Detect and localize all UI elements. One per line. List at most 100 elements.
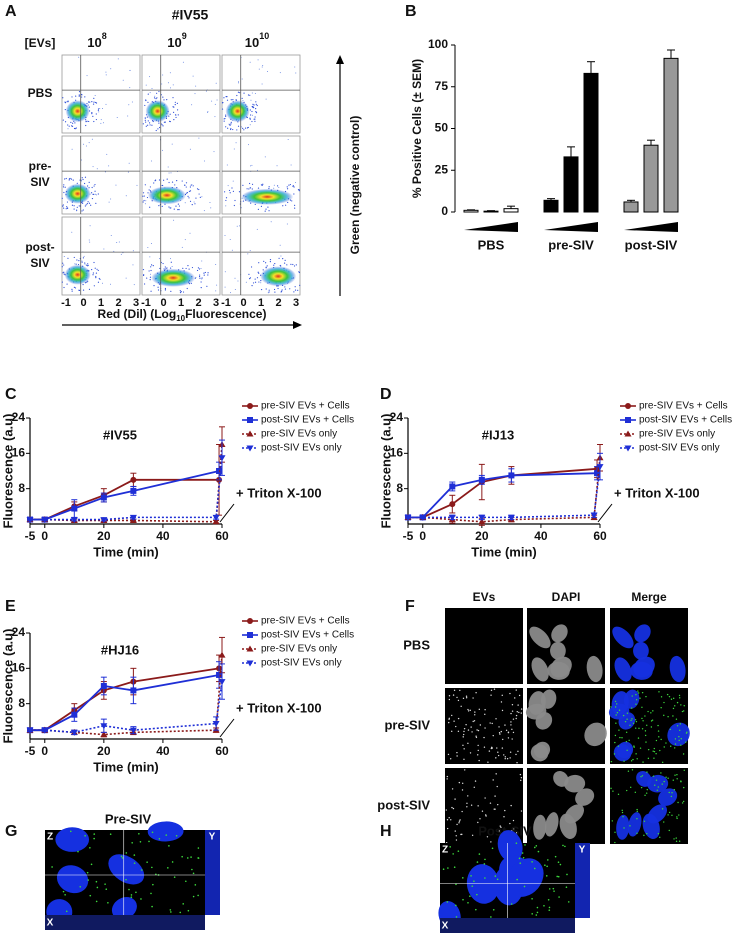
flow-event: [91, 101, 93, 103]
flow-event: [155, 129, 157, 132]
flow-event: [153, 182, 155, 184]
ev-spot: [130, 896, 133, 898]
flow-event: [184, 239, 186, 241]
ev-spot: [548, 909, 551, 911]
flow-event: [254, 118, 256, 120]
ev-spot: [87, 879, 90, 881]
ev-spot: [505, 729, 508, 731]
ev-spot: [626, 718, 628, 720]
flow-event: [251, 164, 253, 166]
ev-spot: [447, 753, 450, 756]
ev-spot: [515, 717, 517, 720]
flow-event: [97, 108, 100, 110]
nucleus: [497, 830, 523, 863]
group-label: PBS: [478, 237, 505, 252]
x-axis-label: Time (min): [93, 544, 159, 559]
flow-event: [169, 207, 171, 209]
flow-event: [63, 273, 65, 275]
row-label: post-: [25, 240, 54, 254]
flow-event: [258, 281, 260, 283]
flow-event: [224, 271, 226, 273]
y-tick-label: 50: [435, 121, 449, 135]
marker: [404, 514, 412, 521]
ev-spot: [120, 855, 123, 858]
marker: [71, 711, 78, 718]
ev-spot: [521, 852, 524, 854]
flow-event: [224, 234, 226, 236]
nucleus: [111, 897, 137, 920]
ev-spot: [611, 820, 614, 822]
ev-spot: [133, 862, 136, 864]
flow-event: [147, 247, 149, 249]
flow-event: [95, 277, 97, 279]
flow-event: [92, 103, 95, 105]
ev-spot: [657, 786, 660, 788]
flow-event: [225, 114, 227, 116]
ev-spot: [483, 863, 486, 865]
flow-event: [161, 149, 163, 151]
flow-event: [232, 128, 234, 131]
flow-event: [98, 111, 100, 113]
density-blob: [65, 100, 90, 123]
flow-event: [96, 268, 98, 270]
flow-event: [99, 107, 101, 109]
ev-spot: [614, 734, 617, 737]
flow-event: [136, 184, 138, 186]
ev-spot: [628, 739, 630, 742]
ev-spot: [510, 724, 512, 726]
flow-event: [86, 75, 88, 77]
flow-event: [144, 184, 146, 186]
ev-spot: [645, 792, 648, 794]
ev-spot: [510, 721, 512, 723]
flow-event: [266, 265, 268, 267]
ev-spot: [670, 745, 672, 747]
ev-spot: [472, 720, 474, 723]
flow-event: [153, 97, 156, 99]
corner: [205, 915, 220, 930]
ev-spot: [498, 732, 501, 734]
ev-spot: [442, 868, 445, 871]
ev-spot: [567, 901, 570, 903]
ev-spot: [510, 903, 513, 905]
label-part: Fluorescence): [185, 307, 266, 321]
flow-event: [237, 125, 240, 127]
legend-label: post-SIV EVs + Cells: [639, 415, 732, 426]
ev-spot: [643, 834, 645, 837]
flow-event: [93, 97, 95, 99]
flow-event: [189, 232, 191, 234]
y-tick-label: 24: [12, 625, 26, 639]
legend-label: pre-SIV EVs + Cells: [261, 401, 350, 412]
flow-event: [154, 179, 157, 181]
flow-event: [284, 259, 286, 261]
x-tick-label: 0: [41, 744, 48, 758]
legend-label: post-SIV EVs only: [261, 658, 342, 669]
flow-event: [261, 66, 263, 68]
flow-event: [237, 280, 239, 282]
flow-event: [157, 286, 159, 288]
flow-event: [76, 182, 78, 184]
ev-spot: [668, 829, 670, 832]
ev-spot: [448, 717, 451, 720]
ev-spot: [460, 833, 462, 836]
ev-spot: [476, 729, 478, 731]
ev-spot: [476, 893, 478, 896]
x-tick-label: 1: [178, 297, 184, 309]
ev-spot: [186, 857, 189, 859]
flow-event: [171, 143, 173, 145]
flow-event: [145, 125, 147, 127]
ev-spot: [659, 749, 661, 752]
flow-event: [251, 285, 253, 287]
flow-event: [73, 256, 75, 259]
flow-event: [262, 64, 264, 66]
ev-spot: [531, 913, 533, 915]
x-tick-label: 0: [419, 529, 426, 543]
annotation-pointer: [597, 503, 613, 523]
flow-event: [93, 193, 95, 195]
flow-event: [62, 272, 64, 274]
flow-event: [203, 210, 205, 212]
flow-event: [95, 193, 97, 195]
flow-event: [258, 262, 260, 264]
flow-event: [61, 197, 63, 199]
flow-event: [95, 101, 97, 104]
flow-event: [85, 204, 87, 206]
